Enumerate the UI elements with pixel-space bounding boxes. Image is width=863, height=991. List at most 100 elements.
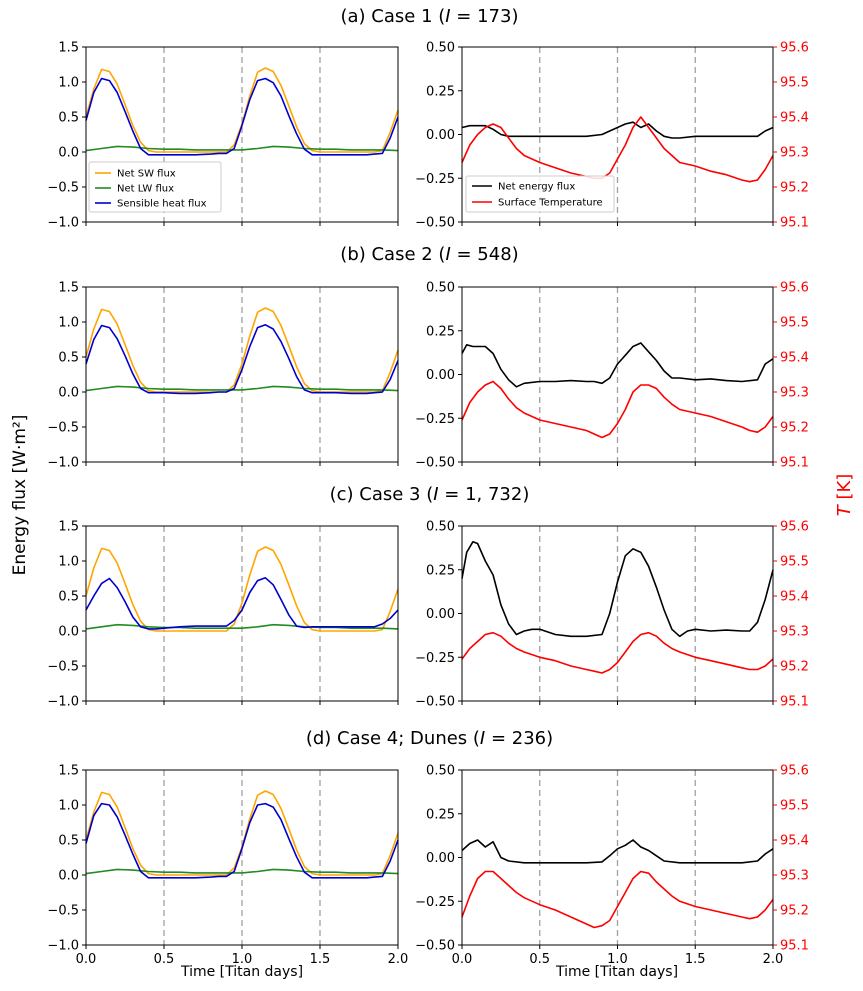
legend-layer: Net SW flux Net LW flux Sensible heat flux… xyxy=(88,161,615,213)
y-tick-label-right-primary: −0.25 xyxy=(415,651,455,666)
y-tick-label-left: 1.5 xyxy=(58,520,79,535)
y-tick-label-left: −1.0 xyxy=(47,216,79,231)
y-tick-label-left: −1.0 xyxy=(47,939,79,954)
y-tick-label-right-primary: 0.50 xyxy=(426,41,455,56)
y-tick-label-right-secondary: 95.1 xyxy=(780,939,809,954)
panel-title-prefix: (b) Case 2 ( xyxy=(340,244,445,265)
panel-title-d: (d) Case 4; Dunes (I = 236) xyxy=(306,728,553,749)
series-line-net-lw-flux-a xyxy=(85,145,399,152)
series-line-surface-temperature-a xyxy=(461,116,774,183)
x-tick-label-left: 1.5 xyxy=(310,952,331,967)
series-line-net-energy-flux-b xyxy=(461,342,774,388)
y-tick-label-right-primary: 0.50 xyxy=(426,764,455,779)
y-tick-label-left: 0.0 xyxy=(58,869,79,884)
y-tick-label-right-primary: 0.00 xyxy=(426,368,455,383)
legend-label-left: Net LW flux xyxy=(117,184,174,195)
series-line-net-lw-flux-b xyxy=(85,385,399,392)
panel-title-suffix: = 236) xyxy=(485,728,553,749)
panel-title-var: I xyxy=(433,484,438,505)
axes-frame-right-c xyxy=(461,525,774,702)
y-tick-label-left: 0.0 xyxy=(58,625,79,640)
y-tick-label-right-secondary: 95.5 xyxy=(780,76,809,91)
y-tick-label-left: 0.5 xyxy=(58,834,79,849)
right-y-axis-label: T [K] xyxy=(834,474,855,517)
y-tick-label-left: 0.5 xyxy=(58,351,79,366)
panel-title-prefix: (c) Case 3 ( xyxy=(330,484,434,505)
y-tick-label-right-secondary: 95.2 xyxy=(780,181,809,196)
y-tick-label-left: −0.5 xyxy=(47,660,79,675)
panel-title-prefix: (a) Case 1 ( xyxy=(341,6,446,27)
panel-title-prefix: (d) Case 4; Dunes ( xyxy=(306,728,480,749)
y-tick-label-left: 1.0 xyxy=(58,799,79,814)
text-layer: (a) Case 1 (I = 173)1.51.00.50.0−0.5−1.0… xyxy=(47,6,809,967)
y-tick-label-right-secondary: 95.3 xyxy=(780,386,809,401)
y-tick-label-right-secondary: 95.4 xyxy=(780,351,809,366)
series-line-sensible-heat-flux-d xyxy=(85,802,399,879)
series-line-net-lw-flux-d xyxy=(85,868,399,875)
series-line-surface-temperature-d xyxy=(461,870,774,929)
panel-title-var: I xyxy=(445,244,450,265)
y-tick-label-left: 0.0 xyxy=(58,146,79,161)
y-tick-label-left: −0.5 xyxy=(47,421,79,436)
axes-frame-right-d xyxy=(461,769,774,946)
panel-title-c: (c) Case 3 (I = 1, 732) xyxy=(330,484,530,505)
y-tick-label-right-secondary: 95.3 xyxy=(780,625,809,640)
series-line-sensible-heat-flux-b xyxy=(85,323,399,395)
series-line-net-sw-flux-b xyxy=(85,307,399,393)
y-tick-label-right-primary: 0.00 xyxy=(426,128,455,143)
panel-title-suffix: = 1, 732) xyxy=(439,484,530,505)
y-tick-label-right-primary: 0.00 xyxy=(426,851,455,866)
axes-frame-right-b xyxy=(461,286,774,463)
y-tick-label-right-secondary: 95.2 xyxy=(780,660,809,675)
y-tick-label-left: 1.5 xyxy=(58,764,79,779)
y-tick-label-right-primary: 0.50 xyxy=(426,281,455,296)
y-tick-label-left: 1.5 xyxy=(58,281,79,296)
series-line-surface-temperature-c xyxy=(461,631,774,674)
series-line-sensible-heat-flux-c xyxy=(85,576,399,630)
y-tick-label-right-primary: 0.25 xyxy=(426,324,455,339)
x-tick-label-right: 2.0 xyxy=(763,952,784,967)
axes-frame-left-d xyxy=(85,769,399,946)
y-tick-label-left: −1.0 xyxy=(47,456,79,471)
y-tick-label-right-primary: −0.25 xyxy=(415,412,455,427)
panel-title-suffix: = 173) xyxy=(451,6,519,27)
x-tick-label-right: 1.5 xyxy=(685,952,706,967)
series-line-surface-temperature-b xyxy=(461,380,774,439)
series-line-net-energy-flux-c xyxy=(461,540,774,638)
legend-label-right: Surface Temperature xyxy=(498,198,603,209)
y-tick-label-right-secondary: 95.6 xyxy=(780,520,809,535)
x-axis-label-right: Time [Titan days] xyxy=(555,964,678,980)
series-line-sensible-heat-flux-a xyxy=(85,77,399,156)
panel-title-var: I xyxy=(480,728,485,749)
y-tick-label-left: 0.5 xyxy=(58,111,79,126)
y-tick-label-right-primary: −0.50 xyxy=(415,216,455,231)
panel-title-a: (a) Case 1 (I = 173) xyxy=(341,6,519,27)
y-tick-label-right-secondary: 95.1 xyxy=(780,216,809,231)
y-tick-label-right-primary: −0.25 xyxy=(415,172,455,187)
y-tick-label-left: 1.5 xyxy=(58,41,79,56)
x-tick-label-left: 2.0 xyxy=(388,952,409,967)
y-tick-label-right-secondary: 95.1 xyxy=(780,456,809,471)
axes-layer xyxy=(82,46,777,949)
y-tick-label-right-primary: 0.25 xyxy=(426,807,455,822)
y-tick-label-left: 0.5 xyxy=(58,590,79,605)
y-tick-label-right-primary: 0.25 xyxy=(426,563,455,578)
y-tick-label-right-primary: 0.00 xyxy=(426,607,455,622)
series-layer xyxy=(85,67,774,929)
y-tick-label-right-secondary: 95.2 xyxy=(780,421,809,436)
y-tick-label-left: 0.0 xyxy=(58,386,79,401)
panel-title-suffix: = 548) xyxy=(451,244,519,265)
y-tick-label-right-secondary: 95.2 xyxy=(780,904,809,919)
y-tick-label-left: 1.0 xyxy=(58,316,79,331)
x-tick-label-right: 1.0 xyxy=(607,952,628,967)
panel-title-b: (b) Case 2 (I = 548) xyxy=(340,244,518,265)
y-tick-label-right-secondary: 95.6 xyxy=(780,764,809,779)
x-axis-label-left: Time [Titan days] xyxy=(180,964,303,980)
y-tick-label-left: −1.0 xyxy=(47,695,79,710)
y-tick-label-left: 1.0 xyxy=(58,76,79,91)
y-tick-label-right-secondary: 95.6 xyxy=(780,281,809,296)
x-tick-label-right: 0.5 xyxy=(529,952,550,967)
y-tick-label-right-secondary: 95.1 xyxy=(780,695,809,710)
y-tick-label-right-secondary: 95.5 xyxy=(780,799,809,814)
